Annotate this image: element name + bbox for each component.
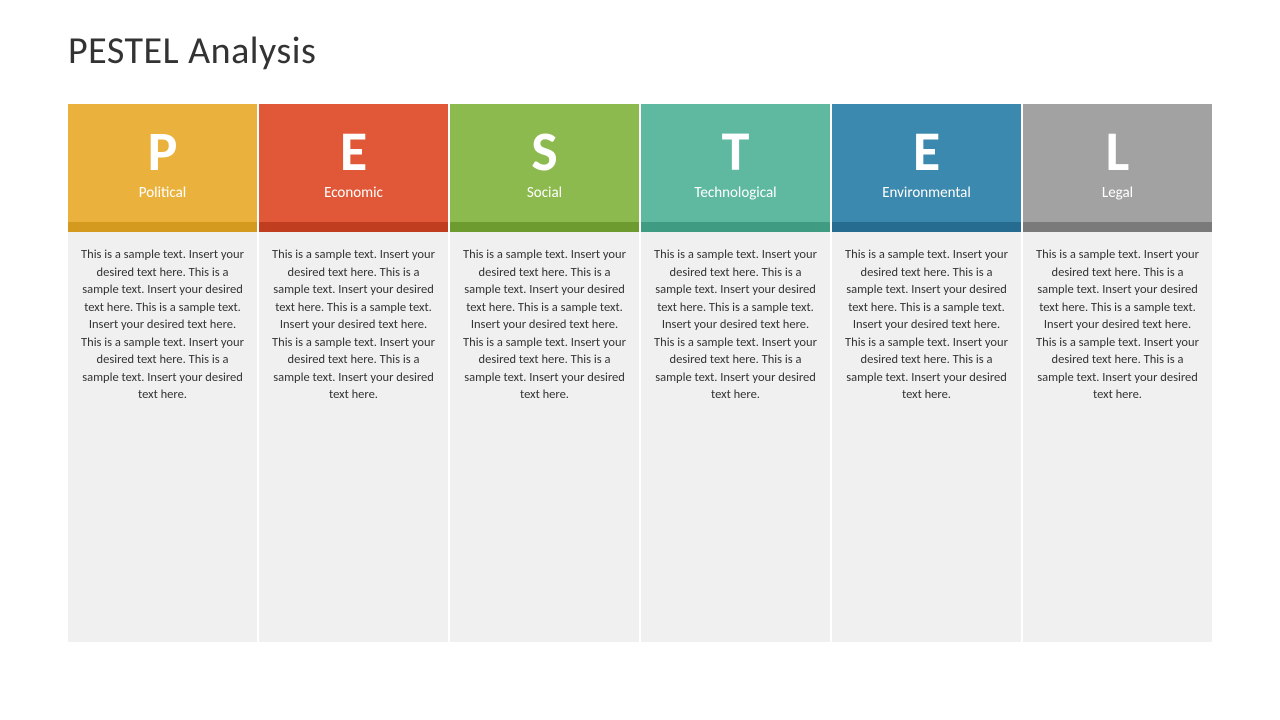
- column-header: L Legal: [1023, 104, 1212, 222]
- column-body-text: This is a sample text. Insert your desir…: [269, 246, 438, 404]
- pestel-column-environmental: E Environmental This is a sample text. Ins…: [832, 104, 1021, 642]
- column-body: This is a sample text. Insert your desir…: [1023, 232, 1212, 642]
- column-accent-strip: [450, 222, 639, 232]
- column-letter: P: [148, 124, 178, 180]
- column-body: This is a sample text. Insert your desir…: [832, 232, 1021, 642]
- column-accent-strip: [641, 222, 830, 232]
- column-header: T Technological: [641, 104, 830, 222]
- page-title: PESTEL Analysis: [0, 0, 1280, 74]
- column-header: S Social: [450, 104, 639, 222]
- pestel-column-political: P Political This is a sample text. Insert …: [68, 104, 257, 642]
- column-header: P Political: [68, 104, 257, 222]
- column-letter: E: [913, 124, 940, 180]
- column-accent-strip: [832, 222, 1021, 232]
- column-letter: S: [531, 124, 557, 180]
- pestel-grid: P Political This is a sample text. Insert …: [68, 104, 1212, 642]
- column-body: This is a sample text. Insert your desir…: [259, 232, 448, 642]
- column-body-text: This is a sample text. Insert your desir…: [460, 246, 629, 404]
- column-accent-strip: [68, 222, 257, 232]
- pestel-column-technological: T Technological This is a sample text. Ins…: [641, 104, 830, 642]
- column-letter: T: [722, 124, 750, 180]
- column-label: Economic: [324, 184, 383, 202]
- column-label: Technological: [694, 184, 776, 202]
- column-label: Legal: [1102, 184, 1133, 202]
- pestel-column-legal: L Legal This is a sample text. Insert your…: [1023, 104, 1212, 642]
- column-letter: E: [340, 124, 367, 180]
- pestel-column-economic: E Economic This is a sample text. Insert y…: [259, 104, 448, 642]
- column-label: Political: [139, 184, 186, 202]
- column-body-text: This is a sample text. Insert your desir…: [1033, 246, 1202, 404]
- column-body: This is a sample text. Insert your desir…: [68, 232, 257, 642]
- column-accent-strip: [259, 222, 448, 232]
- column-letter: L: [1106, 124, 1130, 180]
- column-body-text: This is a sample text. Insert your desir…: [78, 246, 247, 404]
- column-header: E Environmental: [832, 104, 1021, 222]
- column-header: E Economic: [259, 104, 448, 222]
- column-body: This is a sample text. Insert your desir…: [641, 232, 830, 642]
- column-body: This is a sample text. Insert your desir…: [450, 232, 639, 642]
- pestel-column-social: S Social This is a sample text. Insert you…: [450, 104, 639, 642]
- column-accent-strip: [1023, 222, 1212, 232]
- column-body-text: This is a sample text. Insert your desir…: [842, 246, 1011, 404]
- column-label: Environmental: [882, 184, 971, 202]
- column-label: Social: [527, 184, 562, 202]
- column-body-text: This is a sample text. Insert your desir…: [651, 246, 820, 404]
